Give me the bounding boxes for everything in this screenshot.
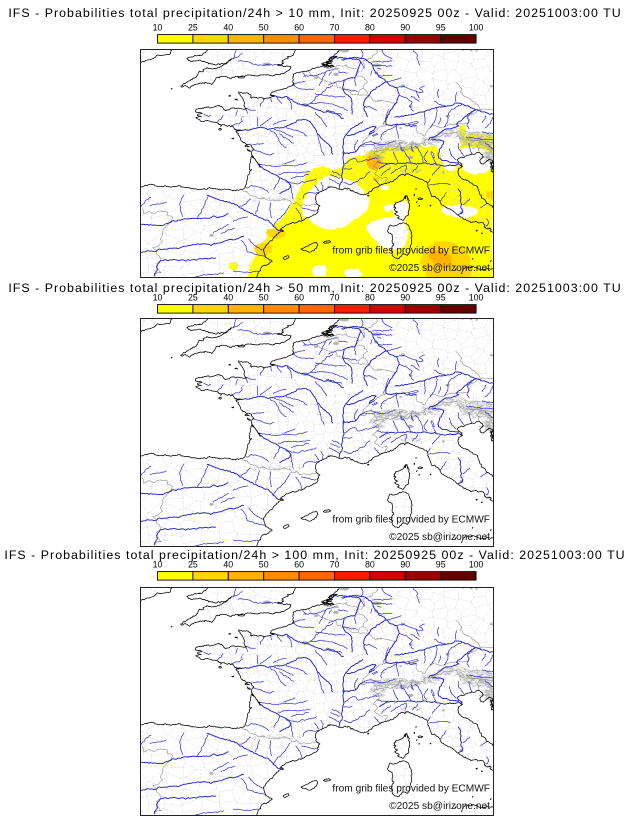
svg-text:50: 50 xyxy=(259,292,269,302)
svg-text:10: 10 xyxy=(153,560,163,570)
svg-text:25: 25 xyxy=(188,560,198,570)
svg-text:100: 100 xyxy=(469,23,484,33)
svg-text:70: 70 xyxy=(330,292,340,302)
svg-text:70: 70 xyxy=(330,560,340,570)
svg-text:100: 100 xyxy=(469,560,484,570)
svg-text:50: 50 xyxy=(259,560,269,570)
svg-text:95: 95 xyxy=(436,560,446,570)
svg-text:50: 50 xyxy=(259,23,269,33)
svg-text:60: 60 xyxy=(294,560,304,570)
svg-text:60: 60 xyxy=(294,23,304,33)
svg-text:100: 100 xyxy=(469,292,484,302)
svg-text:40: 40 xyxy=(223,560,233,570)
svg-text:95: 95 xyxy=(436,292,446,302)
svg-text:80: 80 xyxy=(365,23,375,33)
svg-text:40: 40 xyxy=(223,292,233,302)
svg-text:70: 70 xyxy=(330,23,340,33)
svg-text:90: 90 xyxy=(400,292,410,302)
svg-text:90: 90 xyxy=(400,560,410,570)
svg-text:25: 25 xyxy=(188,23,198,33)
svg-text:10: 10 xyxy=(153,292,163,302)
svg-text:95: 95 xyxy=(436,23,446,33)
svg-text:25: 25 xyxy=(188,292,198,302)
svg-text:80: 80 xyxy=(365,560,375,570)
svg-text:60: 60 xyxy=(294,292,304,302)
svg-text:90: 90 xyxy=(400,23,410,33)
svg-text:10: 10 xyxy=(153,23,163,33)
svg-text:40: 40 xyxy=(223,23,233,33)
svg-text:80: 80 xyxy=(365,292,375,302)
